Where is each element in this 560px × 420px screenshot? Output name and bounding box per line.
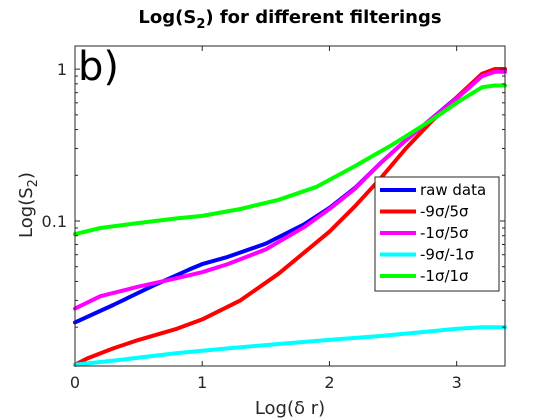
x-tick-label-1: 1 <box>197 373 207 392</box>
series-line-4 <box>73 83 507 237</box>
legend-label-1: -9σ/5σ <box>420 203 469 221</box>
series-line-2 <box>73 69 507 311</box>
y-tick-label-0: 0.1 <box>42 212 67 231</box>
chart-title: Log(S2) for different filterings <box>138 7 441 32</box>
x-axis-label: Log(δ r) <box>255 398 325 419</box>
panel-tag: b) <box>78 44 119 90</box>
tick-layer: 0 1 2 3 0.1 1 <box>42 46 505 392</box>
x-tick-label-2: 2 <box>324 373 334 392</box>
legend-label-3: -9σ/-1σ <box>420 246 474 264</box>
y-axis-label: Log(S2) <box>16 172 41 238</box>
y-tick-label-1: 1 <box>57 60 67 79</box>
x-tick-label-0: 0 <box>70 373 80 392</box>
x-tick-label-3: 3 <box>452 373 462 392</box>
series-layer <box>73 67 507 367</box>
plot-frame <box>74 45 506 367</box>
legend: raw data -9σ/5σ -1σ/5σ -9σ/-1σ -1σ/1σ <box>374 176 500 292</box>
series-line-3 <box>73 325 507 367</box>
legend-label-0: raw data <box>420 181 486 199</box>
legend-label-4: -1σ/1σ <box>420 267 469 285</box>
legend-label-2: -1σ/5σ <box>420 224 469 242</box>
